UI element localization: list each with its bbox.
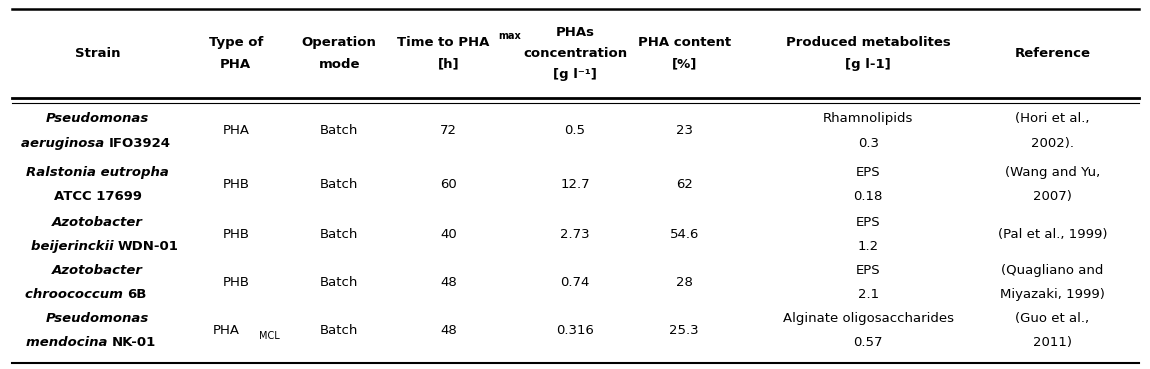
Text: Rhamnolipids: Rhamnolipids (823, 112, 913, 125)
Text: 62: 62 (676, 178, 692, 191)
Text: [g l⁻¹]: [g l⁻¹] (553, 68, 597, 82)
Text: Azotobacter: Azotobacter (52, 215, 144, 229)
Text: 25.3: 25.3 (669, 324, 699, 337)
Text: beijerinckii: beijerinckii (31, 240, 117, 253)
Text: 1.2: 1.2 (858, 240, 879, 253)
Text: Type of: Type of (208, 36, 263, 49)
Text: 12.7: 12.7 (560, 178, 590, 191)
Text: 48: 48 (440, 324, 457, 337)
Text: (Wang and Yu,: (Wang and Yu, (1005, 166, 1099, 179)
Text: Time to PHA: Time to PHA (397, 36, 489, 49)
Text: Miyazaki, 1999): Miyazaki, 1999) (999, 288, 1105, 301)
Text: 2.73: 2.73 (560, 228, 590, 241)
Text: 54.6: 54.6 (669, 228, 699, 241)
Text: WDN-01: WDN-01 (117, 240, 178, 253)
Text: NK-01: NK-01 (112, 336, 156, 349)
Text: aeruginosa: aeruginosa (21, 137, 108, 150)
Text: [g l-1]: [g l-1] (845, 58, 891, 71)
Text: Pseudomonas: Pseudomonas (46, 311, 150, 325)
Text: 0.3: 0.3 (858, 137, 879, 150)
Text: Alginate oligosaccharides: Alginate oligosaccharides (783, 311, 953, 325)
Text: MCL: MCL (259, 331, 279, 341)
Text: Batch: Batch (320, 178, 359, 191)
Text: 72: 72 (440, 124, 457, 138)
Text: 2002).: 2002). (1030, 137, 1074, 150)
Text: IFO3924: IFO3924 (108, 137, 170, 150)
Text: (Hori et al.,: (Hori et al., (1015, 112, 1089, 125)
Text: PHB: PHB (222, 228, 250, 241)
Text: (Pal et al., 1999): (Pal et al., 1999) (997, 228, 1107, 241)
Text: Operation: Operation (301, 36, 377, 49)
Text: EPS: EPS (856, 166, 881, 179)
Text: ATCC 17699: ATCC 17699 (54, 190, 141, 203)
Text: Pseudomonas: Pseudomonas (46, 112, 150, 125)
Text: 2.1: 2.1 (858, 288, 879, 301)
Text: mode: mode (319, 58, 360, 71)
Text: 40: 40 (440, 228, 457, 241)
Text: Batch: Batch (320, 124, 359, 138)
Text: 6B: 6B (128, 288, 147, 301)
Text: PHB: PHB (222, 178, 250, 191)
Text: 0.74: 0.74 (560, 276, 590, 289)
Text: max: max (498, 31, 521, 41)
Text: Produced metabolites: Produced metabolites (785, 36, 951, 49)
Text: Batch: Batch (320, 228, 359, 241)
Text: EPS: EPS (856, 263, 881, 277)
Text: Batch: Batch (320, 324, 359, 337)
Text: 23: 23 (676, 124, 692, 138)
Text: 60: 60 (440, 178, 457, 191)
Text: 28: 28 (676, 276, 692, 289)
Text: chroococcum: chroococcum (25, 288, 128, 301)
Text: 0.5: 0.5 (565, 124, 585, 138)
Text: PHA: PHA (222, 124, 250, 138)
Text: PHA content: PHA content (638, 36, 730, 49)
Text: 0.316: 0.316 (557, 324, 593, 337)
Text: PHAs: PHAs (555, 25, 595, 39)
Text: EPS: EPS (856, 215, 881, 229)
Text: Ralstonia eutropha: Ralstonia eutropha (26, 166, 169, 179)
Text: Strain: Strain (75, 47, 121, 60)
Text: PHA: PHA (220, 58, 252, 71)
Text: mendocina: mendocina (25, 336, 112, 349)
Text: 48: 48 (440, 276, 457, 289)
Text: (Quagliano and: (Quagliano and (1000, 263, 1104, 277)
Text: [h]: [h] (438, 58, 459, 71)
Text: 0.57: 0.57 (853, 336, 883, 349)
Text: Batch: Batch (320, 276, 359, 289)
Text: PHB: PHB (222, 276, 250, 289)
Text: concentration: concentration (523, 47, 627, 60)
Text: Reference: Reference (1014, 47, 1090, 60)
Text: PHA: PHA (213, 324, 240, 337)
Text: (Guo et al.,: (Guo et al., (1015, 311, 1089, 325)
Text: 0.18: 0.18 (853, 190, 883, 203)
Text: 2007): 2007) (1033, 190, 1072, 203)
Text: 2011): 2011) (1033, 336, 1072, 349)
Text: [%]: [%] (672, 58, 697, 71)
Text: Azotobacter: Azotobacter (52, 263, 144, 277)
